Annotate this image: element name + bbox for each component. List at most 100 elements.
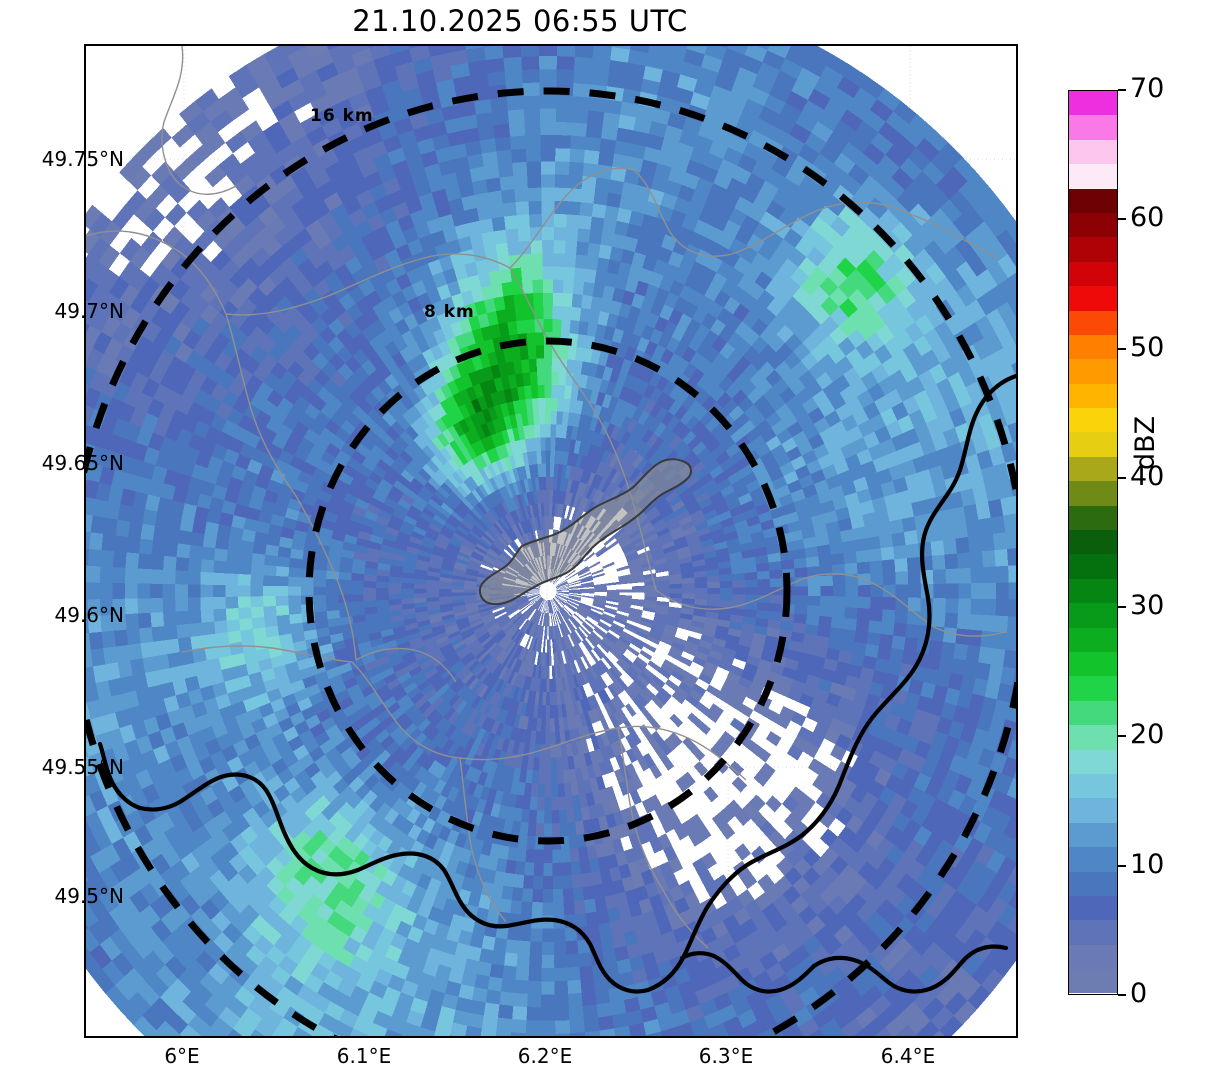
- radar-echo-cell: [457, 622, 471, 631]
- radar-echo-cell: [739, 630, 754, 641]
- radar-echo-cell: [586, 500, 595, 515]
- radar-echo-cell: [732, 594, 746, 602]
- radar-echo-cell: [380, 628, 395, 638]
- radar-echo-cell: [452, 575, 466, 581]
- radar-echo-cell: [463, 690, 475, 704]
- radar-echo-cell: [527, 593, 540, 599]
- radar-echo-cell: [667, 610, 681, 618]
- radar-echo-cell: [641, 368, 655, 384]
- radar-echo-cell: [495, 445, 505, 460]
- radar-echo-cell: [669, 713, 683, 728]
- radar-echo-cell: [361, 484, 376, 498]
- radar-echo-cell: [606, 631, 619, 642]
- radar-echo-cell: [573, 360, 583, 375]
- radar-echo-cell: [282, 517, 298, 530]
- radar-echo-cell: [490, 433, 501, 448]
- radar-echo-cell: [463, 478, 475, 492]
- radar-echo-cell: [482, 497, 493, 511]
- radar-echo-cell: [563, 690, 569, 704]
- radar-echo-cell: [434, 631, 448, 641]
- radar-echo-cell: [534, 598, 543, 609]
- radar-echo-cell: [450, 636, 464, 647]
- radar-echo-cell: [515, 508, 523, 523]
- radar-echo-cell: [618, 386, 630, 402]
- radar-echo-cell: [663, 628, 677, 637]
- radar-echo-cell: [435, 635, 450, 645]
- radar-echo-cell: [644, 585, 658, 590]
- radar-echo-cell: [629, 610, 643, 618]
- radar-echo-cell: [299, 502, 315, 516]
- radar-echo-cell: [535, 437, 541, 451]
- radar-echo-cell: [355, 724, 371, 739]
- radar-echo-cell: [320, 481, 336, 495]
- radar-echo-cell: [459, 777, 472, 793]
- radar-echo-cell: [480, 730, 491, 745]
- radar-echo-cell: [668, 573, 682, 580]
- radar-echo-cell: [361, 806, 377, 823]
- radar-echo-cell: [440, 569, 454, 576]
- radar-map-plot[interactable]: 16 km 8 km: [84, 44, 1018, 1038]
- radar-echo-cell: [635, 630, 649, 640]
- radar-echo-cell: [388, 582, 402, 589]
- radar-echo-cell: [431, 436, 445, 452]
- radar-echo-cell: [561, 491, 567, 505]
- radar-echo-cell: [575, 714, 583, 728]
- radar-echo-cell: [477, 650, 489, 663]
- radar-echo-cell: [358, 491, 373, 504]
- radar-echo-cell: [504, 624, 516, 635]
- radar-echo-cell: [426, 708, 440, 723]
- radar-echo-cell: [510, 611, 522, 621]
- radar-echo-cell: [519, 768, 528, 783]
- radar-echo-cell: [539, 424, 546, 438]
- radar-echo-cell: [276, 556, 291, 568]
- radar-echo-cell: [758, 511, 773, 524]
- radar-echo-cell: [430, 455, 444, 469]
- radar-echo-cell: [553, 704, 559, 719]
- radar-echo-cell: [450, 659, 464, 672]
- radar-echo-cell: [329, 538, 344, 550]
- radar-echo-cell: [424, 640, 438, 651]
- radar-echo-cell: [524, 861, 535, 876]
- radar-echo-cell: [458, 500, 471, 514]
- radar-echo-cell: [401, 572, 415, 579]
- radar-echo-cell: [636, 627, 650, 636]
- radar-echo-cell: [470, 442, 482, 457]
- radar-echo-cell: [590, 817, 601, 833]
- radar-echo-cell: [569, 647, 576, 661]
- radar-echo-cell: [518, 927, 532, 942]
- radar-echo-cell: [338, 471, 354, 486]
- radar-echo-cell: [668, 308, 684, 326]
- radar-echo-cell: [482, 671, 493, 685]
- radar-echo-cell: [524, 606, 534, 617]
- radar-echo-cell: [539, 411, 546, 425]
- radar-echo-cell: [597, 477, 607, 492]
- radar-echo-cell: [561, 677, 567, 691]
- radar-echo-cell: [577, 627, 587, 639]
- radar-echo-cell: [420, 786, 434, 802]
- radar-echo-cell: [451, 585, 465, 590]
- radar-echo-cell: [625, 551, 639, 560]
- radar-echo-cell: [562, 716, 570, 731]
- radar-echo-cell: [535, 598, 544, 610]
- radar-echo-cell: [526, 608, 536, 620]
- radar-echo-cell: [251, 553, 266, 566]
- radar-echo-cell: [665, 516, 679, 528]
- radar-echo-cell: [473, 548, 486, 558]
- radar-echo-cell: [537, 598, 544, 611]
- radar-echo-cell: [517, 426, 526, 441]
- radar-echo-cell: [543, 823, 553, 837]
- radar-echo-cell: [418, 700, 432, 714]
- radar-echo-cell: [297, 511, 312, 525]
- radar-echo-cell: [456, 665, 469, 678]
- radar-echo-cell: [566, 966, 581, 981]
- radar-echo-cell: [598, 244, 612, 260]
- radar-echo-cell: [476, 502, 488, 515]
- radar-echo-cell: [495, 679, 505, 693]
- radar-echo-cell: [717, 660, 732, 672]
- radar-echo-cell: [575, 495, 583, 509]
- radar-echo-cell: [370, 780, 386, 797]
- radar-echo-cell: [152, 640, 168, 657]
- radar-echo-cell: [558, 809, 568, 824]
- radar-echo-cell: [365, 619, 380, 628]
- radar-echo-cell: [505, 939, 519, 954]
